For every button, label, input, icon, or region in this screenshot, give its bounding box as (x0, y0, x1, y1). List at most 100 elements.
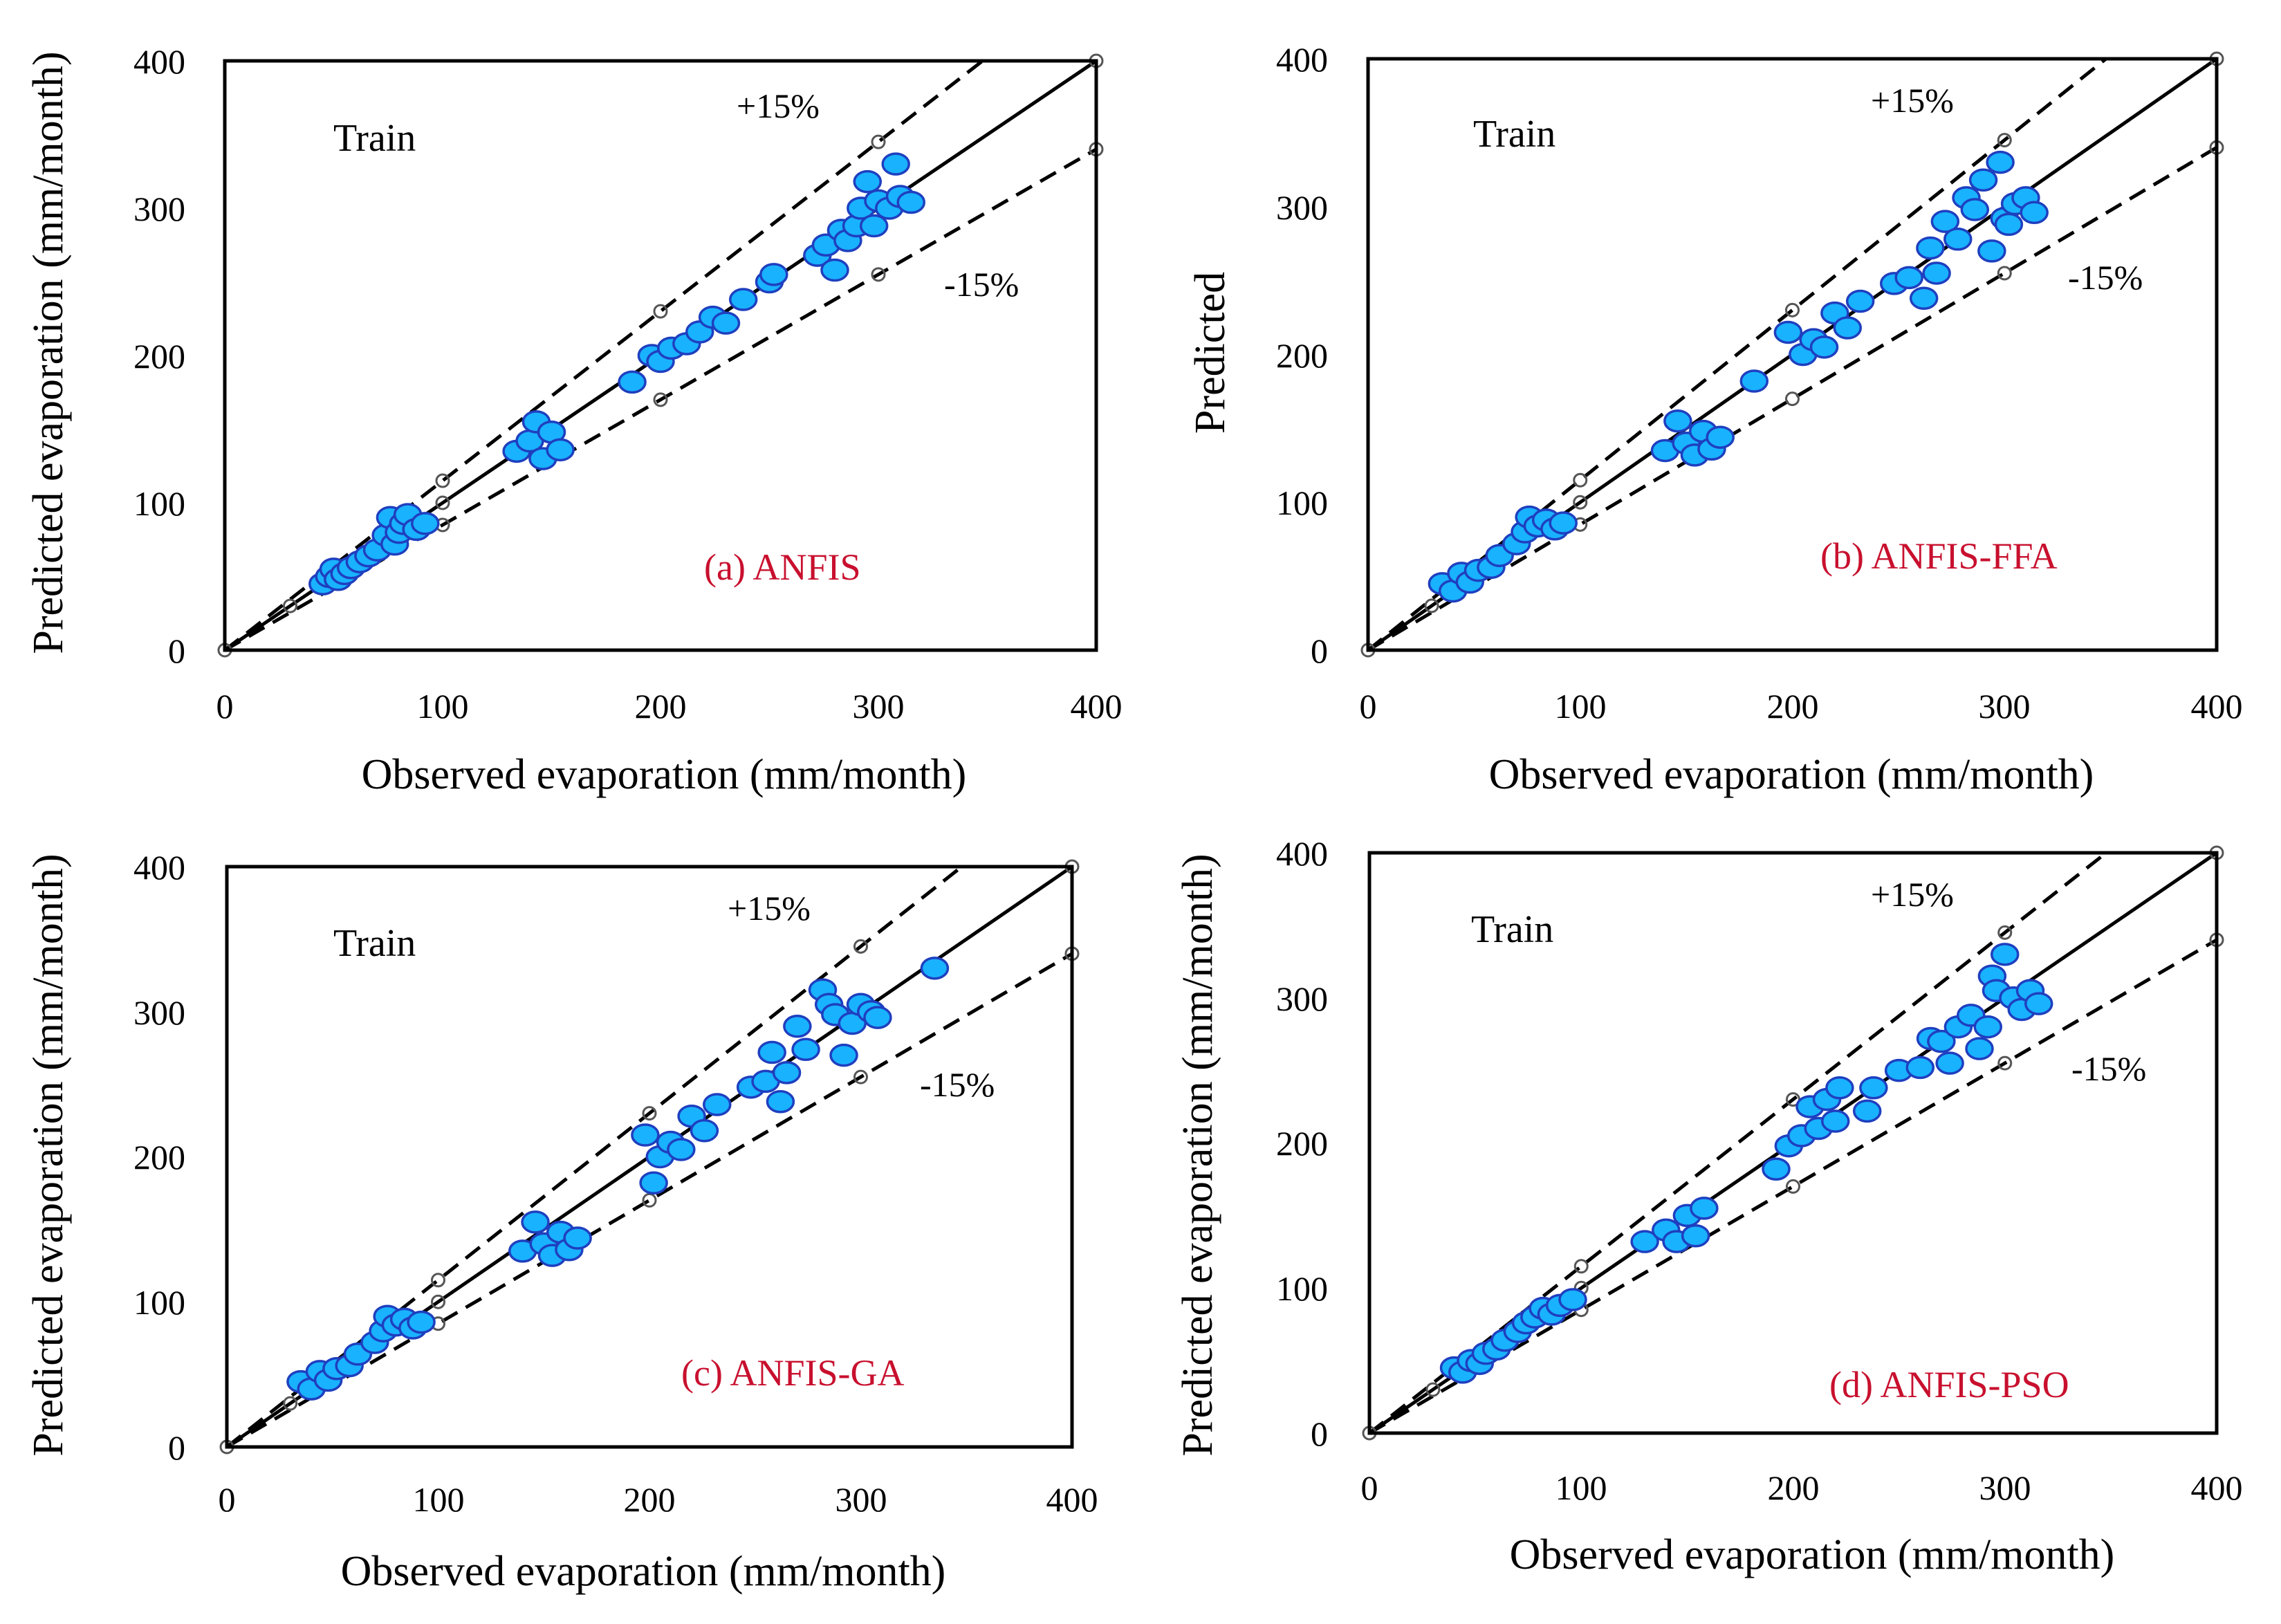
reference-marker (431, 1294, 445, 1309)
data-point (1706, 425, 1735, 449)
reference-marker (431, 1273, 445, 1288)
data-point (1986, 150, 2015, 174)
data-point (411, 512, 440, 535)
train-label: Train (333, 117, 416, 160)
y-tick: 400 (1276, 40, 1328, 79)
plus-15-line (223, 59, 984, 652)
data-point (1927, 1029, 1956, 1053)
y-tick: 0 (168, 631, 185, 670)
data-points (1428, 150, 2049, 603)
minus-15-label: -15% (944, 265, 1019, 304)
data-point (1994, 212, 2024, 237)
x-axis-title: Observed evaporation (mm/month) (1510, 1531, 2115, 1578)
x-tick: 0 (1361, 1468, 1378, 1507)
data-point (1943, 228, 1973, 251)
train-label: Train (1471, 908, 1553, 951)
data-point (1630, 1230, 1659, 1253)
data-point (667, 1138, 696, 1161)
minus-15-line (225, 952, 1073, 1449)
data-point (1773, 320, 1803, 344)
data-point (881, 152, 910, 176)
plus-15-line (1367, 57, 2107, 652)
x-tick: 100 (413, 1480, 465, 1519)
data-point (521, 1210, 550, 1234)
plot-frame (1367, 851, 2219, 1435)
x-tick: 400 (1046, 1480, 1098, 1519)
y-tick: 200 (1276, 1124, 1328, 1163)
plus-15-label: +15% (1871, 875, 1954, 914)
reference-marker (1425, 1382, 1441, 1397)
data-point (1930, 210, 1960, 233)
data-point (1909, 286, 1939, 311)
reference-marker (1997, 925, 2013, 940)
data-point (920, 957, 950, 980)
x-tick: 400 (2191, 687, 2243, 726)
data-point (1965, 1037, 1994, 1060)
plot-frame (1366, 57, 2219, 652)
data-point (1916, 236, 1945, 260)
y-tick: 200 (133, 1138, 185, 1177)
data-point (1821, 1109, 1850, 1133)
data-point (1739, 369, 1769, 393)
panel-title: (c) ANFIS-GA (681, 1352, 904, 1394)
data-point (711, 311, 741, 335)
x-tick: 0 (216, 687, 234, 726)
plus-15-label: +15% (737, 86, 820, 125)
reference-marker (871, 134, 886, 149)
y-tick: 400 (1276, 834, 1328, 873)
y-tick: 200 (1276, 336, 1328, 375)
x-tick: 200 (1767, 687, 1819, 726)
reference-marker (283, 598, 297, 613)
y-axis-title: Predicted (1187, 272, 1234, 434)
reference-marker (653, 392, 668, 407)
reference-marker (853, 939, 868, 954)
data-point (1558, 1288, 1587, 1311)
data-point (2024, 992, 2053, 1015)
x-axis-title: Observed evaporation (mm/month) (1489, 751, 2094, 798)
data-point (1894, 266, 1923, 290)
tick-labels: 0 100 200 300 400 0 100 200 300 400 (1276, 40, 2243, 726)
data-point (1690, 1197, 1719, 1220)
data-point (1681, 1224, 1710, 1248)
x-tick: 100 (1555, 1468, 1607, 1507)
reference-marker (642, 1106, 657, 1121)
tick-labels: 0 100 200 300 400 0 100 200 300 400 (133, 42, 1123, 726)
data-point (1935, 1051, 1964, 1075)
data-point (1845, 289, 1875, 313)
x-tick: 300 (1979, 1468, 2031, 1507)
plot-frame (223, 59, 1098, 652)
data-point (859, 214, 889, 238)
data-point (2020, 201, 2049, 225)
y-tick: 0 (1311, 631, 1328, 670)
y-axis-title: Predicted evaporation (mm/month) (25, 853, 72, 1456)
x-axis-title: Observed evaporation (mm/month) (362, 751, 967, 798)
reference-marker (853, 1069, 868, 1085)
y-tick: 300 (133, 190, 185, 228)
y-tick: 0 (1311, 1414, 1328, 1453)
data-points (308, 152, 925, 596)
data-point (1973, 1015, 2002, 1039)
reference-marker (871, 267, 886, 282)
train-label: Train (1473, 113, 1555, 156)
reference-marker (1785, 302, 1800, 317)
reference-marker (435, 473, 450, 488)
x-tick: 300 (835, 1480, 887, 1519)
panel-c: 0 100 200 300 400 0 100 200 300 400 Obse… (25, 848, 1098, 1595)
data-points (1439, 943, 2053, 1384)
y-tick: 400 (133, 42, 185, 81)
data-point (1549, 511, 1578, 535)
data-point (618, 370, 647, 394)
reference-marker (1997, 1055, 2013, 1071)
panel-title: (b) ANFIS-FFA (1820, 535, 2058, 577)
reference-marker (1997, 266, 2012, 281)
data-point (1991, 943, 2020, 966)
tick-labels: 0 100 200 300 400 0 100 200 300 400 (133, 848, 1098, 1519)
data-point (1852, 1099, 1882, 1123)
x-tick: 200 (635, 687, 687, 726)
data-point (1977, 239, 2006, 263)
panel-d: 0 100 200 300 400 0 100 200 300 400 Obse… (1174, 834, 2243, 1578)
data-point (863, 1006, 892, 1029)
y-tick: 300 (1276, 979, 1328, 1018)
y-tick: 100 (1276, 483, 1328, 522)
data-point (1663, 409, 1692, 433)
